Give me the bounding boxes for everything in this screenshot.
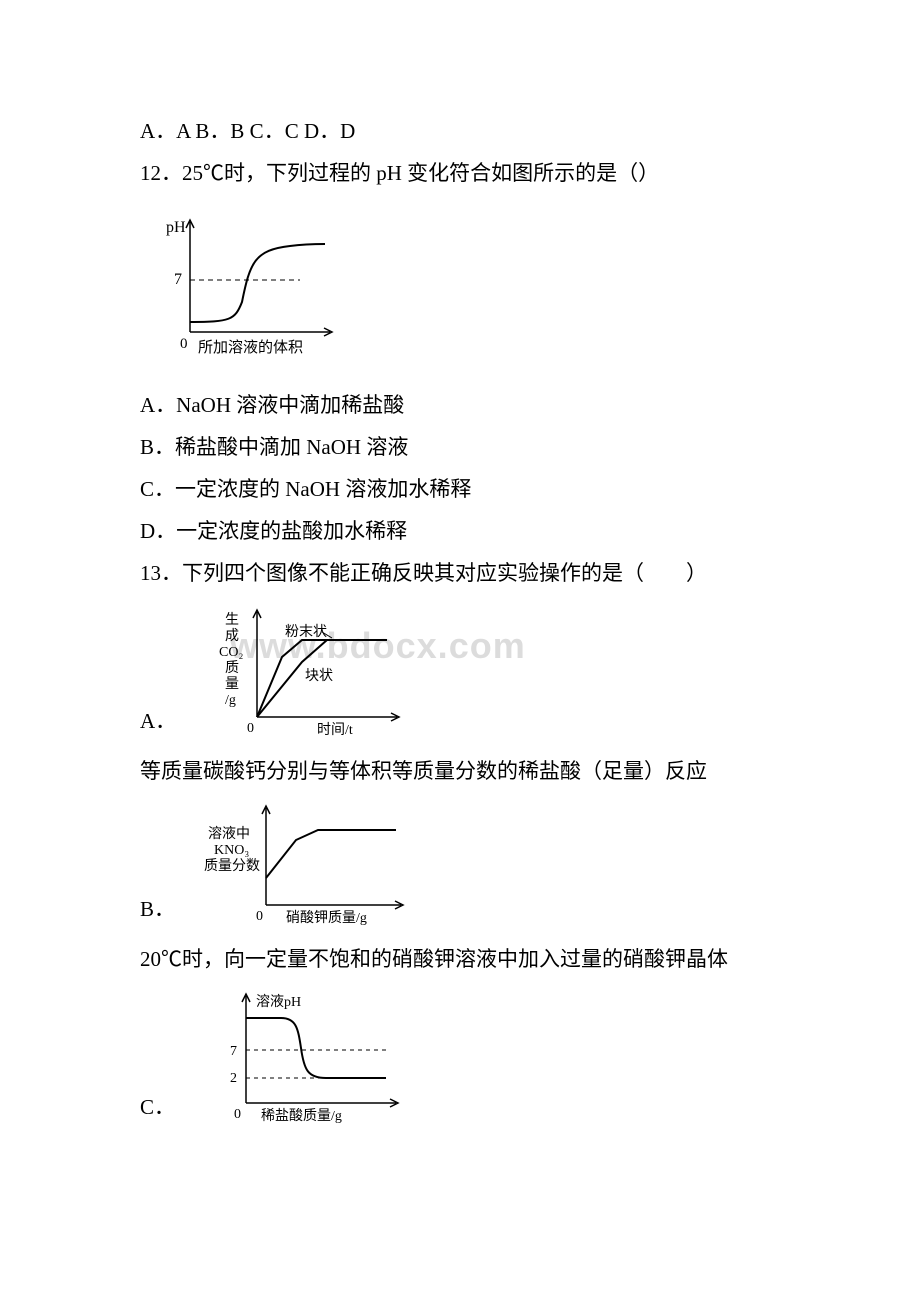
q13a-yl3: CO₂	[219, 645, 243, 660]
q13a-yl4: 质	[225, 660, 239, 676]
q12-option-c: C．一定浓度的 NaOH 溶液加水稀释	[140, 468, 780, 510]
q13b-xlabel: 硝酸钾质量/g	[286, 910, 367, 926]
q13a-series2: 块状	[305, 668, 333, 684]
q13c-origin: 0	[234, 1107, 241, 1122]
q12-stem: 12．25℃时，下列过程的 pH 变化符合如图所示的是（）	[140, 152, 780, 194]
q12-option-a: A．NaOH 溶液中滴加稀盐酸	[140, 384, 780, 426]
q13-b-prefix: B．	[140, 888, 175, 930]
q13b-yl3: 质量分数	[204, 858, 260, 874]
q13-stem: 13．下列四个图像不能正确反映其对应实验操作的是（ ）	[140, 552, 780, 594]
q13c-xlabel: 稀盐酸质量/g	[261, 1108, 342, 1124]
q12-y7: 7	[174, 271, 182, 288]
q13-a-row: A． www.bdocx.com 生 成 CO₂ 质 量 /g 粉末状 块状	[140, 602, 780, 742]
q13a-yl6: /g	[225, 693, 236, 708]
q13-b-row: B． 溶液中 KNO₃ 质量分数 0 硝酸钾质量/g	[140, 800, 780, 930]
q13-c-row: C． 溶液pH 7 2 0 稀盐酸质量/g	[140, 988, 780, 1128]
q13c-y2: 2	[230, 1071, 237, 1086]
q13b-yl1: 溶液中	[208, 826, 250, 842]
q13-b-caption: 20℃时，向一定量不饱和的硝酸钾溶液中加入过量的硝酸钾晶体	[140, 938, 780, 980]
q13-a-prefix: A．	[140, 700, 176, 742]
q13a-yl1: 生	[225, 612, 239, 628]
q13b-origin: 0	[256, 909, 263, 924]
q13a-xlabel: 时间/t	[317, 722, 353, 738]
q12-xlabel: 所加溶液的体积	[198, 339, 303, 356]
q12-origin: 0	[180, 336, 188, 352]
q13c-ylabel: 溶液pH	[256, 994, 301, 1010]
q13a-series1: 粉末状	[285, 624, 327, 640]
q12-ylabel: pH	[166, 219, 186, 236]
q12-option-b: B．稀盐酸中滴加 NaOH 溶液	[140, 426, 780, 468]
q13a-yl2: 成	[225, 628, 239, 644]
document-page: A．A B．B C．C D．D 12．25℃时，下列过程的 pH 变化符合如图所…	[0, 0, 920, 1196]
q12-option-d: D．一定浓度的盐酸加水稀释	[140, 510, 780, 552]
q13b-yl2: KNO₃	[214, 843, 249, 858]
q13-a-caption: 等质量碳酸钙分别与等体积等质量分数的稀盐酸（足量）反应	[140, 750, 780, 792]
q13a-origin: 0	[247, 721, 254, 736]
q11-options: A．A B．B C．C D．D	[140, 110, 780, 152]
q12-chart: pH 7 0 所加溶液的体积	[140, 202, 780, 376]
q13a-yl5: 量	[225, 676, 239, 692]
q13c-y7: 7	[230, 1044, 237, 1059]
q13-c-prefix: C．	[140, 1086, 175, 1128]
